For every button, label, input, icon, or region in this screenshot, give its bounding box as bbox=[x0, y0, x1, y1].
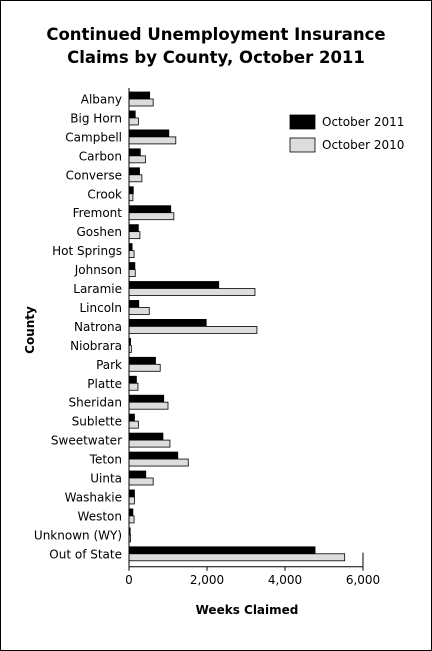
bar-2010 bbox=[128, 136, 177, 145]
bar-2011 bbox=[128, 356, 156, 365]
category-label: Sweetwater bbox=[51, 434, 122, 448]
bar-2010 bbox=[128, 174, 143, 183]
tick-labels: 0 2,000 4,000 6,000 bbox=[125, 573, 380, 587]
bar-2011 bbox=[128, 375, 137, 384]
bar-2011 bbox=[128, 91, 151, 100]
bar-2010 bbox=[128, 231, 141, 240]
category-label: Weston bbox=[78, 509, 122, 523]
bar-2011 bbox=[128, 224, 139, 233]
bar-2010 bbox=[128, 477, 154, 486]
bar-2011 bbox=[128, 262, 136, 270]
category-label: Hot Springs bbox=[52, 244, 122, 258]
axes bbox=[128, 88, 364, 571]
category-label: Converse bbox=[66, 168, 122, 182]
bar-2010 bbox=[128, 269, 136, 277]
x-tick-label: 0 bbox=[125, 573, 133, 587]
category-label: Fremont bbox=[73, 206, 123, 220]
bar-2011 bbox=[128, 318, 207, 327]
category-label: Campbell bbox=[65, 130, 122, 144]
bar-2011 bbox=[128, 167, 140, 176]
legend: October 2011 October 2010 bbox=[289, 114, 404, 153]
bar-2010 bbox=[128, 458, 189, 467]
bar-2011 bbox=[128, 394, 165, 403]
bar-2011 bbox=[128, 186, 134, 195]
bar-2011 bbox=[128, 129, 170, 138]
chart-title-line2: Claims by County, October 2011 bbox=[67, 48, 365, 67]
bar-2010 bbox=[128, 307, 150, 315]
bars-group bbox=[128, 91, 346, 562]
category-label: Lincoln bbox=[79, 301, 122, 315]
bar-2011 bbox=[128, 205, 172, 214]
bar-2011 bbox=[128, 300, 140, 308]
category-label: Johnson bbox=[74, 263, 122, 277]
bar-2010 bbox=[128, 288, 256, 296]
category-label: Sheridan bbox=[69, 396, 122, 410]
y-axis-label: County bbox=[23, 306, 37, 354]
bar-2011 bbox=[128, 546, 316, 555]
bar-2010 bbox=[128, 439, 171, 448]
bar-2010 bbox=[128, 496, 135, 505]
category-label: Niobrara bbox=[70, 339, 122, 353]
category-labels: Albany Big Horn Campbell Carbon Converse Croo… bbox=[34, 93, 122, 562]
bar-2010 bbox=[128, 515, 135, 524]
bar-2011 bbox=[128, 413, 135, 422]
bar-2011 bbox=[128, 470, 147, 479]
bar-2010 bbox=[128, 382, 139, 391]
legend-swatch bbox=[289, 137, 316, 153]
category-label: Out of State bbox=[49, 547, 122, 561]
legend-swatch bbox=[289, 114, 316, 130]
category-label: Uinta bbox=[90, 472, 122, 486]
bar-2010 bbox=[128, 117, 139, 126]
category-label: Crook bbox=[87, 187, 122, 201]
category-label: Goshen bbox=[77, 225, 123, 239]
bar-2010 bbox=[128, 98, 154, 107]
bar-2011 bbox=[128, 281, 220, 289]
category-label: Washakie bbox=[65, 490, 122, 504]
category-label: Sublette bbox=[72, 415, 122, 429]
bar-2011 bbox=[128, 508, 134, 517]
bar-2010 bbox=[128, 401, 169, 410]
category-label: Teton bbox=[89, 453, 122, 467]
x-tick-label: 2,000 bbox=[190, 573, 224, 587]
category-label: Laramie bbox=[73, 282, 122, 296]
legend-label: October 2010 bbox=[322, 138, 404, 152]
bar-2010 bbox=[128, 212, 175, 221]
category-label: Natrona bbox=[74, 320, 122, 334]
bar-2010 bbox=[128, 155, 146, 164]
bar-2010 bbox=[128, 250, 135, 259]
bar-2011 bbox=[128, 489, 135, 498]
bar-2010 bbox=[128, 420, 139, 429]
bar-2010 bbox=[128, 193, 134, 202]
x-tick-label: 6,000 bbox=[346, 573, 380, 587]
chart-title-line1: Continued Unemployment Insurance bbox=[46, 25, 385, 44]
legend-label: October 2011 bbox=[322, 115, 404, 129]
bar-2011 bbox=[128, 451, 179, 460]
bar-2010 bbox=[128, 553, 346, 562]
category-label: Carbon bbox=[79, 149, 122, 163]
category-label: Unknown (WY) bbox=[34, 528, 122, 542]
x-tick-label: 4,000 bbox=[268, 573, 302, 587]
category-label: Platte bbox=[87, 377, 122, 391]
bar-2011 bbox=[128, 432, 164, 441]
bar-2010 bbox=[128, 325, 258, 334]
category-label: Albany bbox=[81, 93, 122, 107]
bar-2011 bbox=[128, 110, 136, 119]
bar-2010 bbox=[128, 363, 161, 372]
x-axis-label: Weeks Claimed bbox=[196, 603, 299, 617]
category-label: Big Horn bbox=[70, 111, 122, 125]
category-label: Park bbox=[96, 358, 122, 372]
bar-2011 bbox=[128, 148, 141, 157]
